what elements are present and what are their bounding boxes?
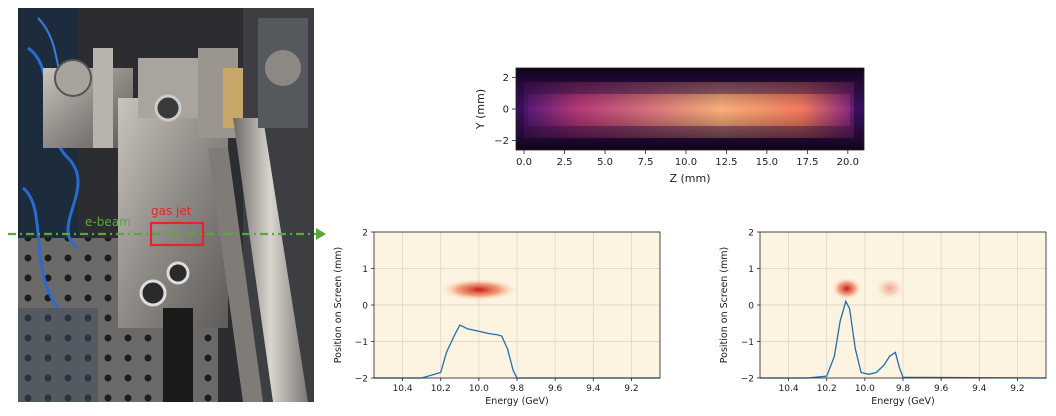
xtick-label: 9.4 bbox=[972, 384, 987, 394]
xtick-label: 9.4 bbox=[586, 384, 601, 394]
xtick-label: 9.8 bbox=[510, 384, 525, 394]
ytick-label: 0 bbox=[362, 302, 368, 312]
ytick-label: 0 bbox=[748, 302, 754, 312]
ylabel: Position on Screen (mm) bbox=[719, 247, 730, 363]
beam-hotspot bbox=[440, 278, 518, 301]
plasma-xtick-label: 20.0 bbox=[837, 157, 859, 168]
xtick-label: 10.2 bbox=[817, 384, 837, 394]
plasma-ytick-label: 2 bbox=[503, 73, 509, 84]
plasma-xtick-label: 12.5 bbox=[715, 157, 737, 168]
plasma-xtick-label: 10.0 bbox=[675, 157, 697, 168]
xtick-label: 9.2 bbox=[1010, 384, 1024, 394]
ytick-label: −2 bbox=[355, 375, 368, 385]
beam-arrowhead-icon bbox=[316, 228, 326, 240]
xtick-label: 10.2 bbox=[431, 384, 451, 394]
plasma-xtick-label: 2.5 bbox=[557, 157, 573, 168]
ytick-label: 1 bbox=[748, 265, 754, 275]
xtick-label: 9.8 bbox=[896, 384, 911, 394]
xtick-label: 10.0 bbox=[469, 384, 489, 394]
beam-overlay bbox=[8, 221, 326, 247]
plasma-xtick-label: 5.0 bbox=[597, 157, 613, 168]
beam-hotspot bbox=[875, 277, 904, 300]
ytick-label: 2 bbox=[748, 229, 754, 239]
spectrum-plot-2: 10.4 10.2 10.0 9.8 9.6 9.4 9.2 2 1 0 −1 −2 Energy (G… bbox=[719, 229, 1047, 407]
xtick-label: 10.4 bbox=[779, 384, 799, 394]
plasma-xtick-label: 7.5 bbox=[638, 157, 654, 168]
xtick-label: 9.2 bbox=[624, 384, 638, 394]
gas-jet-box bbox=[149, 221, 205, 247]
ytick-label: −2 bbox=[741, 375, 754, 385]
ytick-label: 2 bbox=[362, 229, 368, 239]
spectrum-line bbox=[760, 299, 1047, 379]
ytick-label: −1 bbox=[355, 338, 368, 348]
xtick-label: 9.6 bbox=[548, 384, 563, 394]
xtick-label: 10.4 bbox=[393, 384, 413, 394]
plasma-ytick-label: 0 bbox=[503, 105, 509, 116]
xlabel: Energy (GeV) bbox=[871, 396, 934, 407]
photo-image bbox=[18, 8, 314, 402]
spectrum-plot-1: 10.4 10.2 10.0 9.8 9.6 9.4 9.2 2 1 0 −1 −2 Energy (G… bbox=[333, 229, 661, 407]
beam-hotspot bbox=[831, 277, 862, 300]
ytick-label: 1 bbox=[362, 265, 368, 275]
plasma-xticks: 0.0 2.5 5.0 7.5 10.0 12.5 15.0 17.5 20.0 bbox=[516, 150, 859, 168]
plasma-yticks: 2 0 −2 bbox=[494, 73, 516, 147]
xtick-label: 9.6 bbox=[934, 384, 949, 394]
plasma-xlabel: Z (mm) bbox=[669, 172, 710, 185]
plasma-ylabel: Y (mm) bbox=[474, 89, 487, 130]
xtick-label: 10.0 bbox=[855, 384, 875, 394]
plasma-xtick-label: 17.5 bbox=[796, 157, 818, 168]
gas-jet-label: gas jet bbox=[151, 204, 192, 218]
plasma-xtick-label: 0.0 bbox=[516, 157, 532, 168]
plasma-ytick-label: −2 bbox=[494, 136, 509, 147]
experiment-photo bbox=[18, 8, 314, 402]
xlabel: Energy (GeV) bbox=[485, 396, 548, 407]
spectrum-line bbox=[374, 324, 660, 379]
beam-label: e-beam bbox=[85, 215, 131, 229]
ylabel: Position on Screen (mm) bbox=[333, 247, 344, 363]
plasma-shading bbox=[516, 68, 864, 150]
ytick-label: −1 bbox=[741, 338, 754, 348]
plasma-image-figure: 0.0 2.5 5.0 7.5 10.0 12.5 15.0 17.5 20.0 2 0 −2 Z … bbox=[474, 67, 865, 185]
plasma-xtick-label: 15.0 bbox=[756, 157, 778, 168]
